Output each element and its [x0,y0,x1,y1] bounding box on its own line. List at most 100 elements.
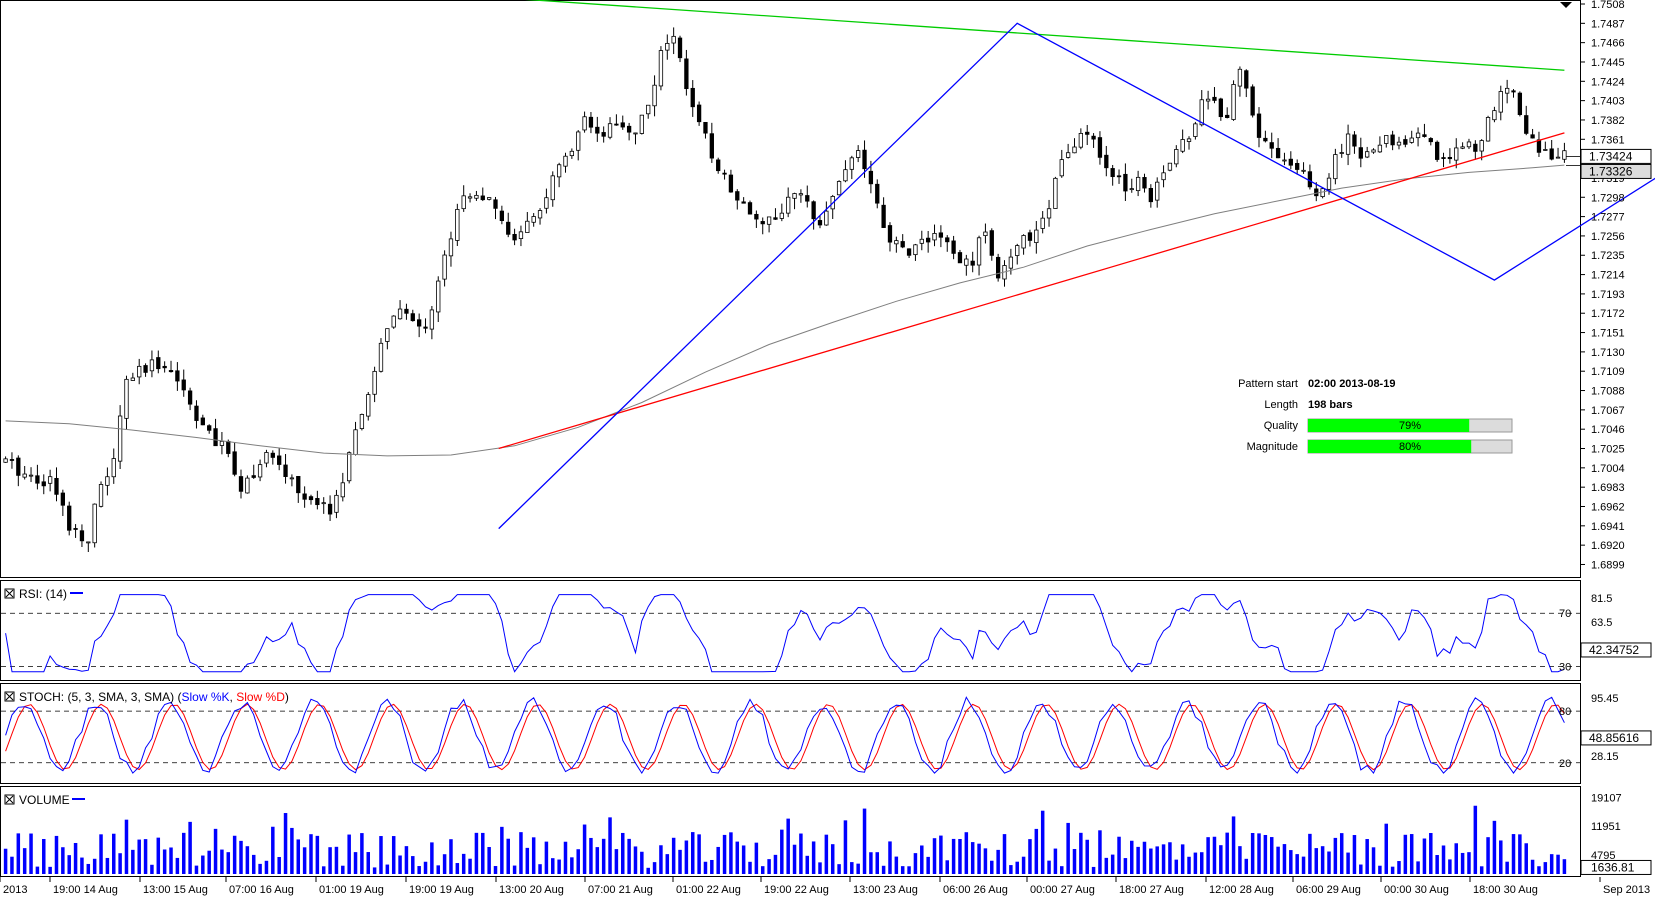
volume-bar [735,841,740,874]
y-tick-label: 95.45 [1591,693,1619,705]
volume-bar [29,833,33,874]
candle-body [1365,151,1370,158]
volume-bar [35,866,40,874]
volume-bar [1072,849,1077,874]
candle-body [1237,68,1243,87]
last-value-label: 48.85616 [1589,731,1639,745]
x-tick-label: 2013 [3,884,27,896]
candle-body [811,201,816,220]
volume-bar [442,854,447,874]
volume-bar [417,866,421,874]
y-tick-label: 4795 [1591,850,1615,862]
y-tick-label: 1.7004 [1591,463,1625,475]
volume-bar [1530,859,1535,874]
candle-body [1288,158,1293,166]
candle-body [181,379,186,391]
volume-bar [1206,837,1210,874]
volume-bar [1289,850,1293,874]
candle-body [1129,188,1134,191]
candle-body [448,238,454,257]
candle-body [646,104,651,115]
volume-bar [1384,823,1389,874]
candle-body [716,159,721,172]
candle-body [156,357,161,370]
volume-bar [1429,833,1433,874]
candle-body [1358,147,1363,159]
candle-body [67,505,72,531]
volume-bar [1295,854,1299,874]
volume-bar [302,847,307,874]
volume-bar [900,866,905,874]
x-tick-label: 07:00 16 Aug [229,884,294,896]
candle-body [1091,135,1096,140]
volume-bar [220,849,224,874]
candle-body [1384,135,1389,144]
candle-body [849,157,854,170]
volume-bar [1562,859,1567,874]
volume-bar [328,847,332,874]
last-value-label: 1636.81 [1591,860,1635,874]
candle-body [506,221,511,235]
stoch-k-line [5,696,1565,775]
candle-body [1135,176,1141,192]
volume-bar [1308,833,1312,874]
candle-body [79,530,85,542]
candle-body [957,252,963,264]
candle-body [391,315,396,328]
y-tick-label: 63.5 [1591,617,1612,629]
volume-bar [347,834,351,874]
candle-body [289,477,295,480]
candle-body [264,452,269,464]
volume-bar [137,839,141,874]
candle-body [417,319,422,327]
volume-bar [1460,852,1465,874]
candle-body [926,237,931,243]
candle-body [735,191,740,201]
volume-bar [595,847,600,874]
candle-body [722,172,727,175]
volume-bar [990,860,994,874]
volume-bar [474,832,479,874]
candle-body [938,232,944,238]
candle-body [868,170,874,185]
volume-bar [1040,810,1045,874]
candle-body [798,193,804,196]
volume-bar [67,855,71,874]
y-tick-label: 1.7151 [1591,328,1625,340]
scroll-arrow-icon[interactable] [1560,2,1572,8]
candle-body [436,280,441,313]
volume-bar [824,834,829,874]
candle-body [595,126,600,134]
volume-bar [830,844,835,874]
candle-body [1498,91,1503,113]
candle-body [747,202,753,215]
candle-body [410,313,415,322]
candle-body [1275,147,1281,159]
volume-bar [169,847,173,874]
volume-bar [162,849,167,874]
candle-body [779,212,784,219]
candle-body [1460,146,1465,149]
volume-bar [1556,854,1560,874]
y-tick-label: 1.7445 [1591,57,1625,69]
candle-body [639,114,644,134]
volume-bar [1161,844,1166,874]
magnitude-bar-fill [1308,440,1472,453]
candle-body [1040,217,1045,229]
volume-bar [1365,839,1369,874]
candle-body [537,210,543,219]
volume-bar [1486,837,1490,874]
volume-bar [576,849,580,874]
candle-body [696,104,702,123]
candle-body [1142,177,1147,189]
volume-bar [1104,857,1109,874]
y-tick-label: 1.7508 [1591,0,1625,11]
volume-bar [1085,839,1089,874]
volume-bar [589,837,593,874]
volume-bar [105,857,110,874]
candle-body [404,308,409,314]
volume-bar [1028,839,1032,874]
candle-body [73,528,78,530]
rsi-line [5,594,1565,673]
candle-body [1409,137,1414,143]
